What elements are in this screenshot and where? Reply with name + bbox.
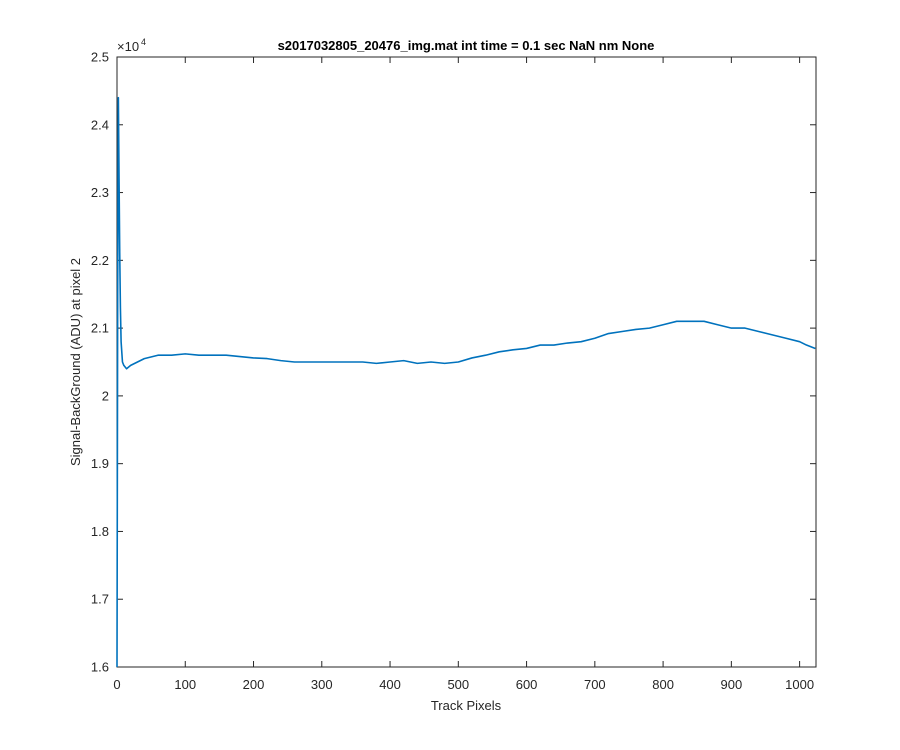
y-tick-label: 1.9: [91, 456, 109, 471]
y-tick-label: 2.1: [91, 321, 109, 336]
chart-title: s2017032805_20476_img.mat int time = 0.1…: [278, 38, 655, 53]
y-tick-label: 1.6: [91, 660, 109, 675]
x-tick-label: 600: [516, 677, 538, 692]
series-line: [116, 96, 816, 668]
series-layer: [116, 96, 816, 668]
x-axis-ticks: 0 100 200 300 400 500 600 700 800 900 1000: [113, 57, 814, 692]
y-axis-ticks: 1.6 1.7 1.8 1.9 2 2.1 2.2 2.3 2.4 2.5: [91, 50, 816, 675]
x-axis-label: Track Pixels: [431, 698, 502, 713]
x-tick-label: 100: [174, 677, 196, 692]
x-tick-label: 200: [243, 677, 265, 692]
x-tick-label: 1000: [785, 677, 814, 692]
y-tick-label: 1.7: [91, 592, 109, 607]
y-tick-label: 2.4: [91, 117, 109, 132]
y-tick-label: 2.5: [91, 50, 109, 65]
y-tick-label: 2.3: [91, 185, 109, 200]
x-tick-label: 400: [379, 677, 401, 692]
y-tick-label: 1.8: [91, 524, 109, 539]
y-exponent-power: 4: [141, 37, 146, 47]
y-axis-label: Signal-BackGround (ADU) at pixel 2: [68, 258, 83, 466]
axes-box: [116, 56, 817, 668]
x-tick-label: 900: [721, 677, 743, 692]
x-tick-label: 800: [652, 677, 674, 692]
x-tick-label: 700: [584, 677, 606, 692]
x-tick-label: 0: [113, 677, 120, 692]
axes: [116, 56, 817, 668]
x-tick-label: 500: [447, 677, 469, 692]
y-axis-exponent: ×10 4: [117, 37, 146, 54]
y-exponent-base: ×10: [117, 39, 139, 54]
y-tick-label: 2.2: [91, 253, 109, 268]
y-tick-label: 2: [102, 388, 109, 403]
x-tick-label: 300: [311, 677, 333, 692]
